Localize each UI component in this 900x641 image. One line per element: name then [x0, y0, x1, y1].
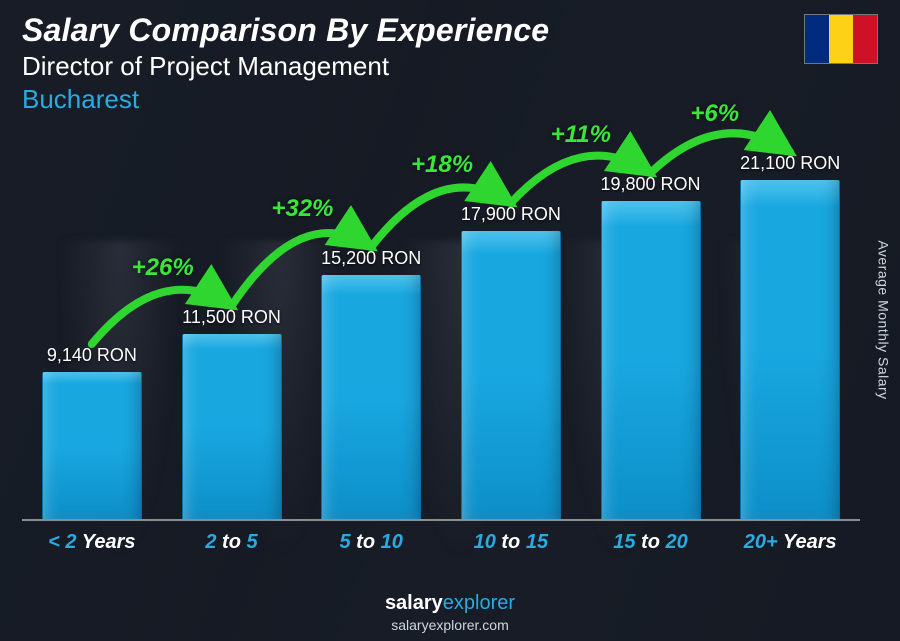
delta-label: +6% — [690, 100, 739, 128]
delta-label: +32% — [271, 195, 333, 223]
category-labels: < 2 Years2 to 55 to 1010 to 1515 to 2020… — [22, 523, 860, 561]
bar — [321, 275, 421, 519]
flag-stripe-red — [853, 15, 877, 63]
bar-value-label: 17,900 RON — [461, 204, 561, 225]
category-label: 20+ Years — [720, 523, 860, 561]
category-label: 15 to 20 — [581, 523, 721, 561]
bars-container: 9,140 RON 11,500 RON 15,200 RON 17,900 RON 1… — [22, 120, 860, 519]
page-title: Salary Comparison By Experience — [22, 12, 878, 49]
header: Salary Comparison By Experience Director… — [22, 12, 878, 115]
category-label: 10 to 15 — [441, 523, 581, 561]
bar-value-label: 9,140 RON — [47, 345, 137, 366]
infographic-root: { "header": { "title": "Salary Compariso… — [0, 0, 900, 641]
delta-label: +26% — [132, 254, 194, 282]
y-axis-label-text: Average Monthly Salary — [876, 240, 892, 399]
bar-slot: 15,200 RON — [301, 248, 441, 519]
delta-label: +11% — [551, 121, 611, 149]
bar — [601, 201, 701, 519]
brand-main: salary — [385, 592, 443, 614]
category-label: 2 to 5 — [162, 523, 302, 561]
flag-stripe-yellow — [829, 15, 853, 63]
bar-slot: 19,800 RON — [581, 174, 721, 519]
bar-value-label: 21,100 RON — [740, 153, 840, 174]
bar — [461, 231, 561, 519]
delta-label: +18% — [411, 151, 473, 179]
bar-slot: 11,500 RON — [162, 307, 302, 519]
salary-chart: 9,140 RON 11,500 RON 15,200 RON 17,900 RON 1… — [22, 120, 860, 561]
bar — [42, 372, 142, 519]
page-subtitle: Director of Project Management — [22, 51, 878, 82]
bar-value-label: 15,200 RON — [321, 248, 421, 269]
brand: salaryexplorer — [0, 592, 900, 615]
bar-value-label: 11,500 RON — [182, 307, 281, 328]
chart-baseline — [22, 519, 860, 521]
bar — [182, 334, 282, 519]
brand-accent: explorer — [443, 592, 515, 614]
footer: salaryexplorer salaryexplorer.com — [0, 592, 900, 633]
bar-slot: 9,140 RON — [22, 345, 162, 519]
bar-slot: 21,100 RON — [720, 153, 860, 519]
category-label: 5 to 10 — [301, 523, 441, 561]
page-location: Bucharest — [22, 84, 878, 115]
bar-slot: 17,900 RON — [441, 204, 581, 519]
category-label: < 2 Years — [22, 523, 162, 561]
flag-stripe-blue — [805, 15, 829, 63]
y-axis-label: Average Monthly Salary — [874, 180, 894, 460]
brand-url: salaryexplorer.com — [0, 617, 900, 633]
flag-romania — [804, 14, 878, 64]
bar-value-label: 19,800 RON — [600, 174, 700, 195]
bar — [740, 180, 840, 519]
